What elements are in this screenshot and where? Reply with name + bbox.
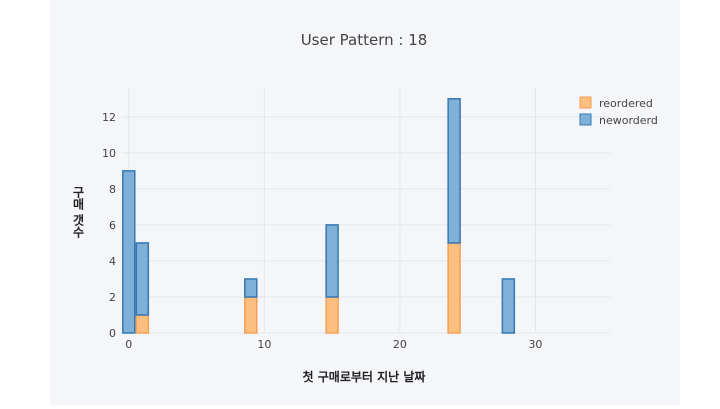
x-tick-labels: 0 10 20 30 — [125, 338, 542, 351]
bar-neworderd — [501, 278, 516, 334]
chart-figure: 0 10 20 30 0 2 4 6 8 10 12 User Pattern : 18 첫 구매… — [50, 0, 680, 405]
y-tick-label: 12 — [102, 111, 116, 124]
bar-reordered — [447, 242, 461, 334]
x-tick-label: 30 — [528, 338, 542, 351]
bar-neworderd — [325, 224, 339, 298]
x-tick-label: 0 — [125, 338, 132, 351]
y-axis-label: 구매 갯수 — [71, 185, 85, 238]
bar-neworderd — [447, 98, 461, 244]
legend-swatch-neworderd — [579, 113, 592, 126]
x-tick-label: 10 — [257, 338, 271, 351]
y-tick-label: 0 — [109, 327, 116, 340]
legend-label-neworderd: neworderd — [599, 114, 658, 127]
bar-neworderd — [135, 242, 150, 316]
y-tick-labels: 0 2 4 6 8 10 12 — [102, 111, 116, 340]
bars — [122, 98, 516, 334]
legend-label-reordered: reordered — [599, 97, 653, 110]
y-tick-label: 2 — [109, 291, 116, 304]
y-tick-label: 10 — [102, 147, 116, 160]
grid-lines — [122, 88, 610, 334]
plot-background — [122, 88, 610, 333]
x-axis-label: 첫 구매로부터 지난 날짜 — [303, 369, 426, 384]
bar-reordered — [135, 314, 150, 334]
bar-reordered — [325, 296, 339, 334]
y-tick-label: 4 — [109, 255, 116, 268]
y-tick-label: 6 — [109, 219, 116, 232]
bar-reordered — [244, 296, 258, 334]
x-tick-label: 20 — [393, 338, 407, 351]
chart-svg: 0 10 20 30 0 2 4 6 8 10 12 User Pattern : 18 첫 구매… — [71, 31, 658, 384]
y-tick-label: 8 — [109, 183, 116, 196]
bar-neworderd — [244, 278, 258, 298]
legend[interactable]: reordered neworderd — [579, 96, 658, 127]
chart-title: User Pattern : 18 — [301, 31, 428, 49]
bar-neworderd — [122, 170, 136, 334]
legend-swatch-reordered — [579, 96, 592, 109]
